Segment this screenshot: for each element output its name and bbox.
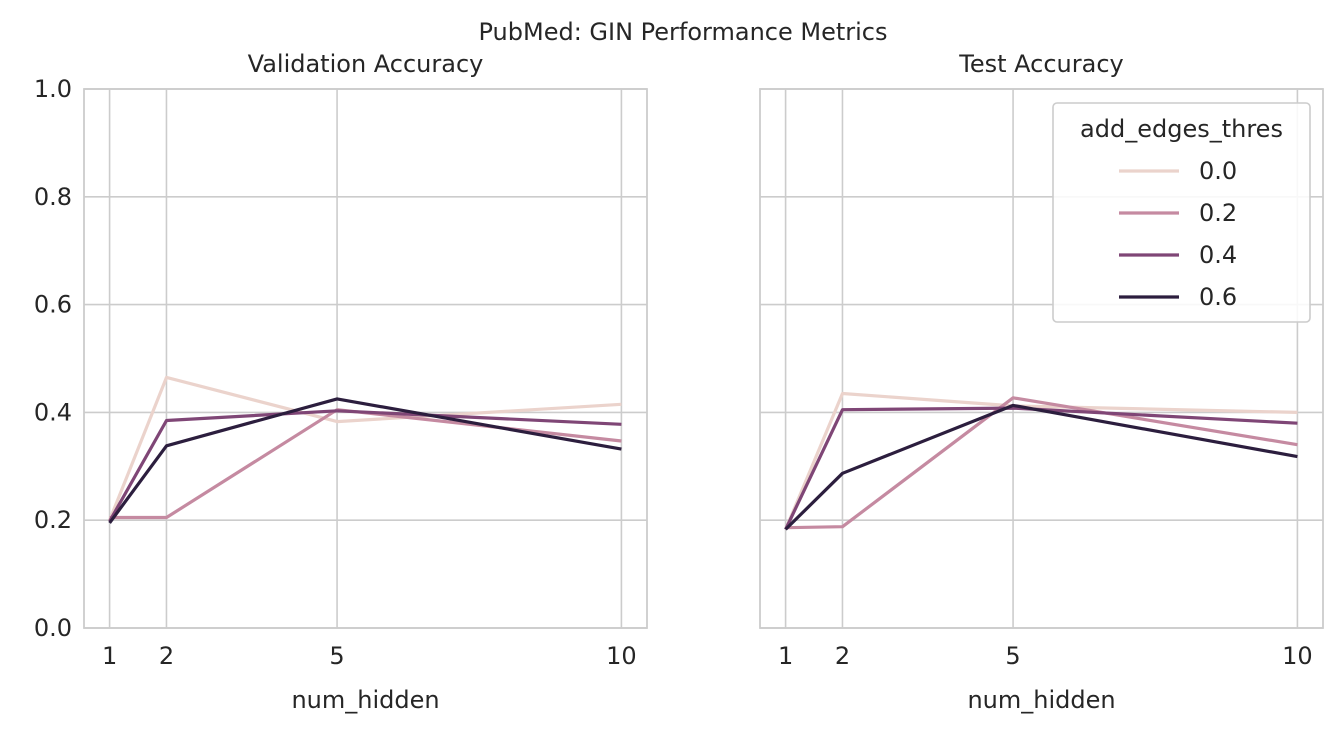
y-tick-label: 0.8 <box>34 183 72 211</box>
x-tick-label: 2 <box>159 642 174 670</box>
grid <box>84 88 647 629</box>
y-tick-label: 0.4 <box>34 398 72 426</box>
series-line-0-6 <box>784 403 1298 531</box>
series-line-0-2 <box>109 408 622 520</box>
y-tick-label: 1.0 <box>34 75 72 103</box>
series-line-0-4 <box>784 406 1298 531</box>
axes-frame <box>759 88 1324 629</box>
legend-title: add_edges_thres <box>1080 115 1283 143</box>
legend-entry-label: 0.4 <box>1199 241 1237 269</box>
x-tick-label: 10 <box>606 642 637 670</box>
x-tick-label: 10 <box>1282 642 1313 670</box>
x-tick-label: 1 <box>102 642 117 670</box>
x-tick-label: 5 <box>1005 642 1020 670</box>
series-line-0-0 <box>784 391 1298 531</box>
legend-frame <box>1052 102 1311 323</box>
series-lines <box>108 375 622 524</box>
y-tick-label: 0.6 <box>34 291 72 319</box>
panel-validation-accuracy: 1 2 5 10 0.0 0.2 0.4 0.6 0.8 1.0 Validation Accur… <box>34 50 648 714</box>
series-lines <box>784 391 1298 531</box>
figure-suptitle: PubMed: GIN Performance Metrics <box>478 18 887 46</box>
x-tick-label: 2 <box>835 642 850 670</box>
panel-title: Validation Accuracy <box>248 50 484 78</box>
legend-entry-label: 0.0 <box>1199 157 1237 185</box>
series-line-0-4 <box>108 409 622 523</box>
legend-entry-label: 0.6 <box>1199 283 1237 311</box>
x-axis-label: num_hidden <box>291 686 439 714</box>
x-tick-label: 5 <box>329 642 344 670</box>
axes-frame <box>83 88 648 629</box>
x-tick-label: 1 <box>778 642 793 670</box>
series-line-0-2 <box>785 396 1298 530</box>
legend-entry-label: 0.2 <box>1199 199 1237 227</box>
x-axis-label: num_hidden <box>967 686 1115 714</box>
tick-labels: 1 2 5 10 0.0 0.2 0.4 0.6 0.8 1.0 <box>34 75 637 670</box>
series-line-0-0 <box>108 375 622 521</box>
series-line-0-6 <box>108 397 622 524</box>
panel-title: Test Accuracy <box>958 50 1123 78</box>
tick-labels: 1 2 5 10 <box>778 642 1313 670</box>
panel-test-accuracy: 1 2 5 10 Test Accuracy num_hidden add_edges… <box>759 50 1324 714</box>
y-tick-label: 0.0 <box>34 614 72 642</box>
legend: add_edges_thres 0.0 0.2 0.4 0.6 <box>1052 102 1311 323</box>
y-tick-label: 0.2 <box>34 506 72 534</box>
